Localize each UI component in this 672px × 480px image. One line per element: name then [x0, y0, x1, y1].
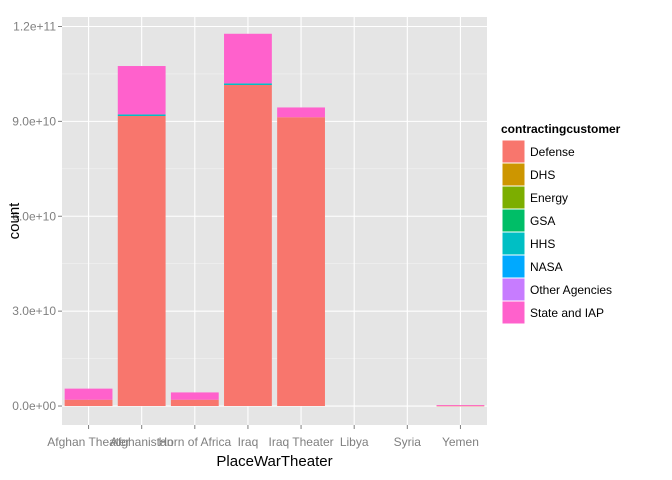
y-axis-title: count: [6, 202, 23, 240]
x-axis-title: PlaceWarTheater: [216, 453, 332, 470]
x-tick-label: Horn of Africa: [158, 435, 231, 449]
legend-swatch: [501, 277, 526, 302]
legend-label: GSA: [530, 214, 555, 228]
x-tick-label: Iraq Theater: [268, 435, 333, 449]
legend-label: Energy: [530, 191, 568, 205]
bar-segment: [117, 66, 166, 115]
y-tick-label: 9.0e+10: [12, 114, 56, 128]
bar-segment: [170, 392, 219, 400]
legend-swatch: [501, 300, 526, 325]
y-tick-label: 1.2e+11: [13, 19, 56, 33]
bar-segment: [224, 33, 272, 84]
x-tick-label: Yemen: [442, 435, 479, 449]
bar-segment: [224, 85, 272, 407]
x-tick-label: Syria: [394, 435, 422, 449]
legend-label: State and IAP: [530, 306, 604, 320]
legend: contractingcustomer Defense DHS Energy GSA H…: [501, 122, 621, 325]
bars: [64, 33, 485, 407]
x-tick-label: Afghanistan: [110, 435, 173, 449]
x-tick-label: Libya: [340, 435, 369, 449]
legend-swatch: [501, 162, 526, 187]
legend-label: HHS: [530, 237, 555, 251]
legend-title: contractingcustomer: [501, 122, 621, 136]
y-axis: 0.0e+00 3.0e+10 6.0e+10 9.0e+10 1.2e+11: [12, 19, 62, 413]
bar-segment: [277, 117, 325, 407]
bar-segment: [436, 405, 485, 406]
legend-label: DHS: [530, 168, 555, 182]
y-tick-label: 6.0e+10: [12, 209, 56, 223]
legend-swatch: [501, 254, 526, 279]
legend-swatch: [501, 208, 526, 233]
bar-segment: [224, 83, 272, 85]
legend-label: NASA: [530, 260, 563, 274]
bar-segment: [436, 405, 485, 407]
x-tick-label: Iraq: [238, 435, 259, 449]
bar-segment: [277, 107, 325, 118]
bar-segment: [64, 388, 113, 400]
bar-segment: [117, 115, 166, 407]
y-tick-label: 3.0e+10: [12, 304, 56, 318]
legend-swatch: [501, 185, 526, 210]
bar-segment: [117, 114, 166, 116]
bar-segment: [64, 399, 113, 407]
bar-segment: [170, 399, 219, 407]
x-tick-label: Afghan Theater: [47, 435, 130, 449]
legend-label: Defense: [530, 145, 575, 159]
y-tick-label: 0.0e+00: [12, 399, 56, 413]
legend-label: Other Agencies: [530, 283, 612, 297]
legend-swatch: [501, 231, 526, 256]
legend-swatch: [501, 139, 526, 164]
